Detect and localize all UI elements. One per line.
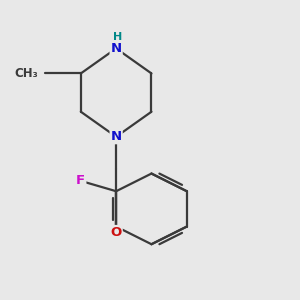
Text: CH₃: CH₃ (14, 67, 38, 80)
Text: N: N (111, 42, 122, 55)
Text: H: H (113, 32, 122, 42)
Text: N: N (111, 130, 122, 143)
Text: F: F (76, 174, 86, 188)
Text: O: O (110, 226, 122, 239)
